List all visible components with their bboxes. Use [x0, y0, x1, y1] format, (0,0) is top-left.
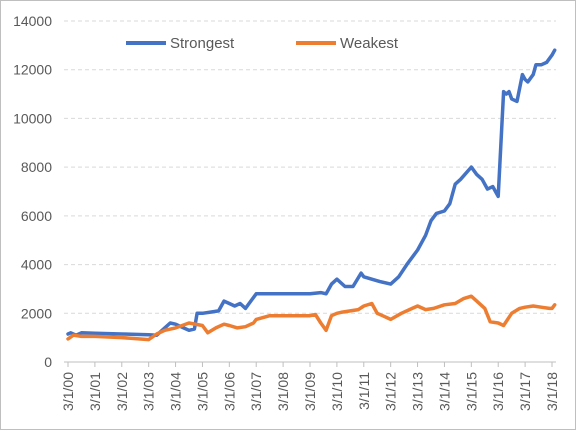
x-tick-label: 3/1/06 [221, 372, 237, 411]
legend-label-strongest: Strongest [170, 35, 235, 52]
y-axis-ticks: 0 2000 4000 6000 8000 10000 12000 14000 [13, 13, 52, 370]
x-tick-label: 3/1/09 [302, 372, 318, 411]
x-tick-label: 3/1/18 [544, 372, 560, 411]
x-tick-label: 3/1/03 [141, 372, 157, 411]
x-tick-label: 3/1/10 [329, 372, 345, 411]
y-tick-label: 0 [44, 354, 52, 370]
legend: Strongest Weakest [126, 35, 399, 52]
y-tick-label: 6000 [21, 208, 52, 224]
gridlines [64, 20, 556, 314]
series-line-strongest [66, 48, 557, 337]
y-tick-label: 10000 [13, 110, 52, 126]
legend-label-weakest: Weakest [340, 35, 399, 52]
y-tick-label: 4000 [21, 257, 52, 273]
x-tick-label: 3/1/12 [383, 372, 399, 411]
x-tick-label: 3/1/17 [517, 372, 533, 411]
x-tick-label: 3/1/14 [436, 372, 452, 411]
x-tick-label: 3/1/01 [87, 372, 103, 411]
y-tick-label: 2000 [21, 305, 52, 321]
x-tick-label: 3/1/13 [410, 372, 426, 411]
x-tick-label: 3/1/08 [275, 372, 291, 411]
x-tick-label: 3/1/11 [356, 372, 372, 410]
x-tick-label: 3/1/16 [490, 372, 506, 411]
x-tick-label: 3/1/00 [60, 372, 76, 411]
x-tick-label: 3/1/07 [248, 372, 264, 411]
series-line-weakest [66, 294, 557, 342]
y-tick-label: 12000 [13, 62, 52, 78]
x-tick-label: 3/1/04 [168, 372, 184, 411]
y-tick-label: 14000 [13, 13, 52, 29]
x-axis-ticks: 3/1/00 3/1/01 3/1/02 3/1/03 3/1/04 3/1/05 3/1/… [60, 362, 560, 411]
x-tick-label: 3/1/02 [114, 372, 130, 411]
x-tick-label: 3/1/05 [194, 372, 210, 411]
x-tick-label: 3/1/15 [463, 372, 479, 411]
y-tick-label: 8000 [21, 159, 52, 175]
series-lines [66, 48, 557, 342]
